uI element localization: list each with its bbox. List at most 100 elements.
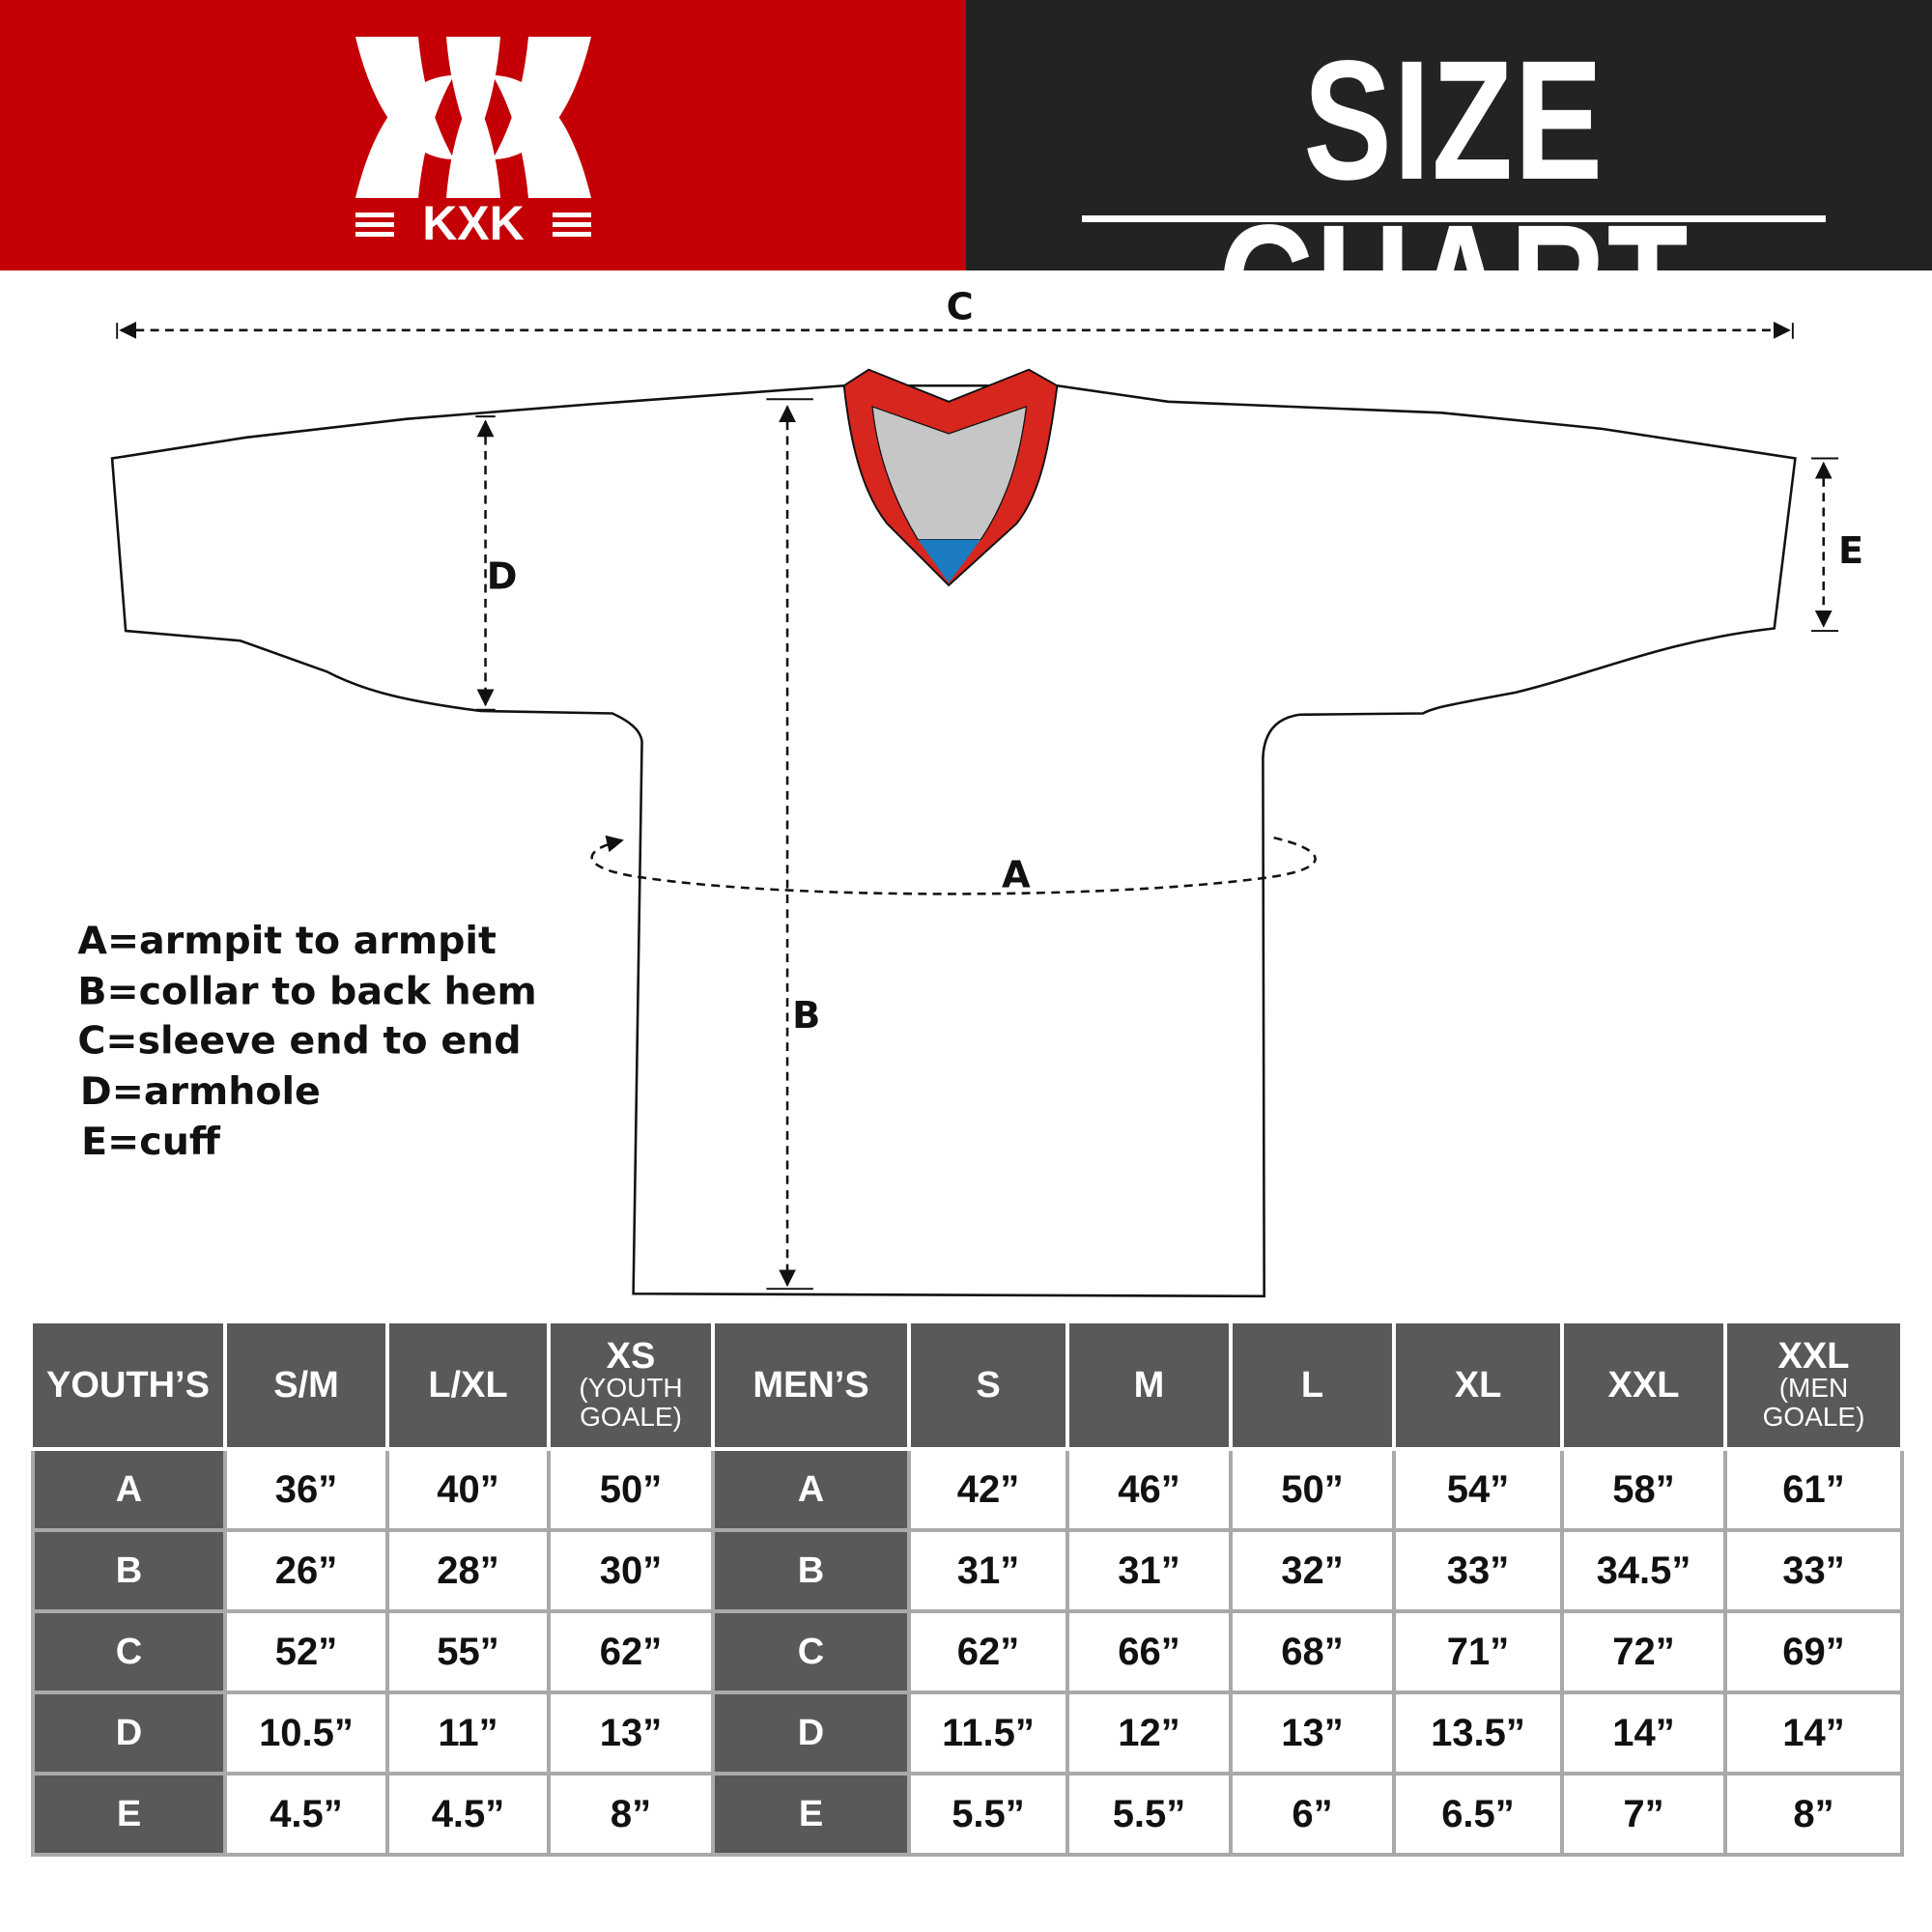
table-row: D 10.5” 11” 13” D 11.5” 12” 13” 13.5” 14” 14” xyxy=(31,1690,1904,1776)
row-label: A xyxy=(711,1447,911,1532)
measurement-cell: 14” xyxy=(1723,1690,1904,1776)
measurement-cell: 31” xyxy=(1065,1528,1233,1613)
table-row: E 4.5” 4.5” 8” E 5.5” 5.5” 6” 6.5” 7” 8” xyxy=(31,1772,1904,1857)
measurement-cell: 11” xyxy=(385,1690,551,1776)
brand-banner: KXK xyxy=(0,0,966,270)
size-name: XXL xyxy=(1777,1336,1850,1377)
measurement-cell: 58” xyxy=(1560,1447,1727,1532)
title-banner xyxy=(966,0,1932,270)
measurement-cell: 61” xyxy=(1723,1447,1904,1532)
size-header: XXL xyxy=(1562,1323,1727,1451)
measurement-cell: 12” xyxy=(1065,1690,1233,1776)
legend-item: C=sleeve end to end xyxy=(77,1019,521,1064)
size-note: (MEN xyxy=(1778,1373,1849,1403)
measurement-cell: 10.5” xyxy=(223,1690,389,1776)
legend-item: D=armhole xyxy=(80,1069,321,1114)
measurement-cell: 55” xyxy=(385,1609,551,1694)
table-row: A 36” 40” 50” A 42” 46” 50” 54” 58” 61” xyxy=(31,1447,1904,1532)
table-row: C 52” 55” 62” C 62” 66” 68” 71” 72” 69” xyxy=(31,1609,1904,1694)
measurement-cell: 54” xyxy=(1392,1447,1564,1532)
measurement-cell: 62” xyxy=(907,1609,1069,1694)
measurement-cell: 13” xyxy=(547,1690,715,1776)
size-note: (YOUTH xyxy=(579,1373,683,1403)
measurement-cell: 40” xyxy=(385,1447,551,1532)
measurement-cell: 5.5” xyxy=(1065,1772,1233,1857)
measurement-cell: 26” xyxy=(223,1528,389,1613)
measurement-cell: 8” xyxy=(547,1772,715,1857)
measurement-cell: 62” xyxy=(547,1609,715,1694)
size-header: S xyxy=(909,1323,1069,1451)
page-title: SIZE CHART xyxy=(1217,26,1690,380)
size-name: XS xyxy=(606,1336,656,1377)
measurement-cell: 13.5” xyxy=(1392,1690,1564,1776)
measurement-cell: 36” xyxy=(223,1447,389,1532)
label-b: B xyxy=(792,994,820,1037)
size-header: M xyxy=(1067,1323,1233,1451)
measurement-cell: 8” xyxy=(1723,1772,1904,1857)
measurement-cell: 6” xyxy=(1229,1772,1396,1857)
measurement-cell: 33” xyxy=(1723,1528,1904,1613)
collar-inner xyxy=(871,405,1028,541)
label-c: C xyxy=(947,285,974,328)
size-note: GOALE) xyxy=(1762,1402,1865,1432)
measurement-cell: 6.5” xyxy=(1392,1772,1564,1857)
size-header: S/M xyxy=(225,1323,389,1451)
dimension-a-line xyxy=(590,835,1317,895)
measurement-cell: 32” xyxy=(1229,1528,1396,1613)
measurement-cell: 72” xyxy=(1560,1609,1727,1694)
measurement-cell: 68” xyxy=(1229,1609,1396,1694)
measurement-cell: 4.5” xyxy=(223,1772,389,1857)
men-header: MEN’S xyxy=(713,1323,911,1451)
size-header: XS (YOUTH GOALE) xyxy=(549,1323,715,1451)
size-header: XL xyxy=(1394,1323,1564,1451)
measurement-cell: 11.5” xyxy=(907,1690,1069,1776)
size-note: GOALE) xyxy=(580,1402,682,1432)
size-header: XXL (MEN GOALE) xyxy=(1725,1323,1904,1451)
title-underline xyxy=(1082,215,1826,222)
measurement-cell: 46” xyxy=(1065,1447,1233,1532)
measurement-legend: A=armpit to armpit B=collar to back hem … xyxy=(77,919,536,1164)
row-label: E xyxy=(711,1772,911,1857)
measurement-cell: 33” xyxy=(1392,1528,1564,1613)
row-label: D xyxy=(711,1690,911,1776)
label-d: D xyxy=(487,555,518,599)
legend-item: E=cuff xyxy=(81,1120,221,1164)
youth-header: YOUTH’S xyxy=(33,1323,227,1451)
size-table: YOUTH’S S/M L/XL XS (YOUTH GOALE) MEN’S S M L XL XX… xyxy=(31,1323,1904,1857)
label-e: E xyxy=(1838,529,1863,573)
measurement-cell: 34.5” xyxy=(1560,1528,1727,1613)
row-label: C xyxy=(711,1609,911,1694)
row-label: C xyxy=(31,1609,227,1694)
kxk-logo: KXK xyxy=(355,37,591,242)
row-label: B xyxy=(31,1528,227,1613)
measurement-cell: 31” xyxy=(907,1528,1069,1613)
header-row: YOUTH’S S/M L/XL XS (YOUTH GOALE) MEN’S S M L XL XX… xyxy=(33,1323,1904,1451)
measurement-cell: 66” xyxy=(1065,1609,1233,1694)
measurement-cell: 28” xyxy=(385,1528,551,1613)
jersey-outline xyxy=(110,384,1797,1298)
measurement-cell: 30” xyxy=(547,1528,715,1613)
table-row: B 26” 28” 30” B 31” 31” 32” 33” 34.5” 33” xyxy=(31,1528,1904,1613)
row-label: B xyxy=(711,1528,911,1613)
row-label: D xyxy=(31,1690,227,1776)
measurement-cell: 50” xyxy=(547,1447,715,1532)
size-header: L/XL xyxy=(387,1323,551,1451)
legend-item: A=armpit to armpit xyxy=(77,919,497,963)
measurement-cell: 52” xyxy=(223,1609,389,1694)
brand-name: KXK xyxy=(422,196,525,242)
measurement-cell: 13” xyxy=(1229,1690,1396,1776)
row-label: E xyxy=(31,1772,227,1857)
measurement-cell: 7” xyxy=(1560,1772,1727,1857)
measurement-cell: 69” xyxy=(1723,1609,1904,1694)
measurement-cell: 14” xyxy=(1560,1690,1727,1776)
measurement-cell: 50” xyxy=(1229,1447,1396,1532)
label-a: A xyxy=(1002,853,1031,896)
measurement-cell: 71” xyxy=(1392,1609,1564,1694)
size-header: L xyxy=(1231,1323,1396,1451)
row-label: A xyxy=(31,1447,227,1532)
collar-tag xyxy=(918,539,981,583)
measurement-cell: 5.5” xyxy=(907,1772,1069,1857)
legend-item: B=collar to back hem xyxy=(77,970,536,1014)
